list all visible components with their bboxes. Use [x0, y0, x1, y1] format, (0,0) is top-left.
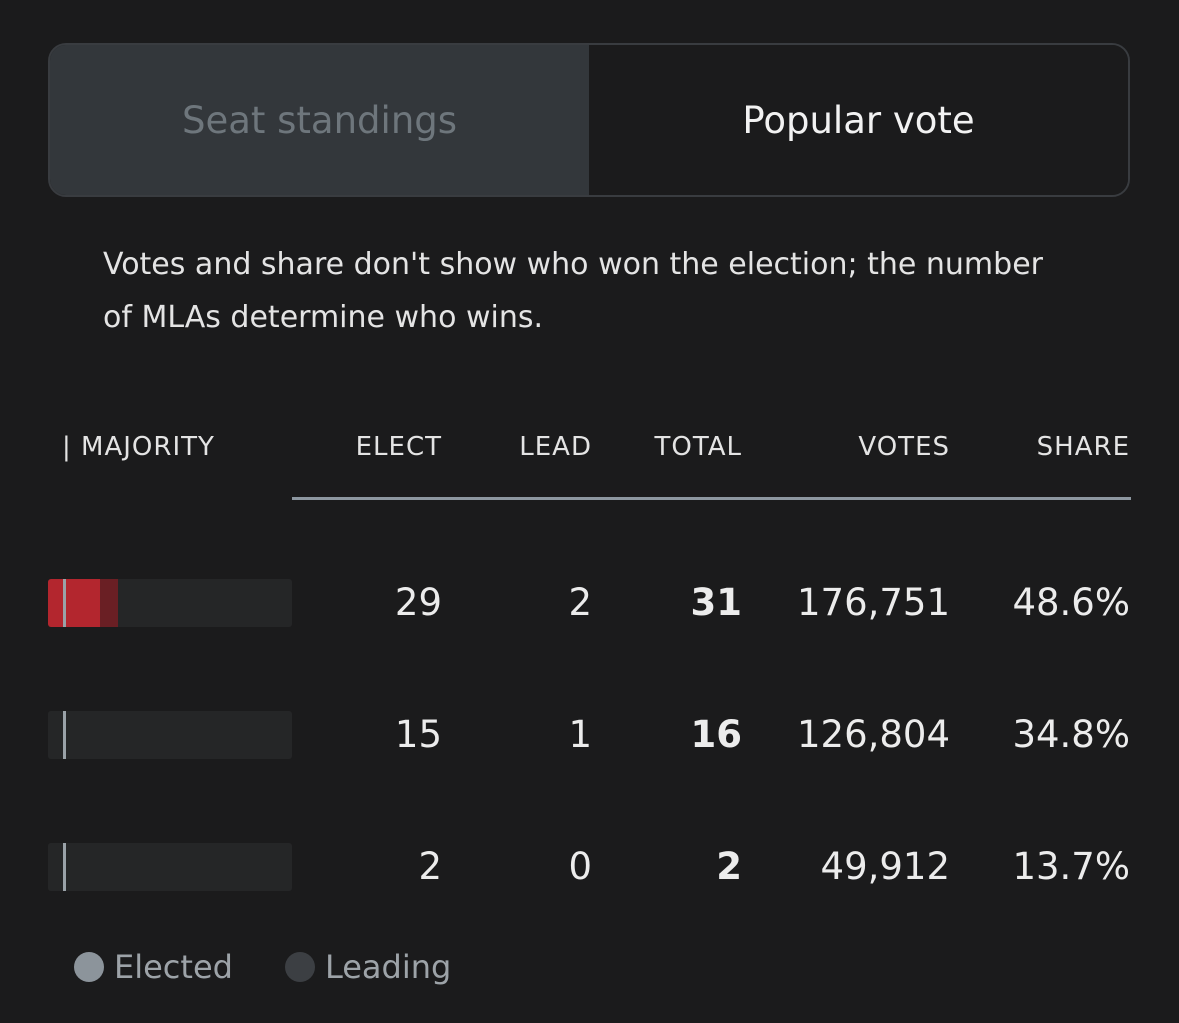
majority-marker	[63, 711, 66, 759]
majority-marker	[63, 579, 66, 627]
column-header-elect: ELECT	[355, 432, 442, 462]
leading-dot-icon	[284, 952, 315, 982]
view-tabs: Seat standings Popular vote	[48, 43, 1130, 197]
legend: Elected Leading	[74, 948, 503, 986]
tab-seat-standings[interactable]: Seat standings	[50, 45, 589, 195]
leading-segment	[100, 579, 118, 627]
lead-value: 0	[568, 845, 592, 888]
total-value: 31	[690, 581, 743, 624]
legend-elected: Elected	[74, 948, 233, 986]
legend-leading: Leading	[284, 948, 452, 986]
disclaimer-note: Votes and share don't show who won the e…	[103, 247, 1043, 335]
seat-bar	[48, 711, 292, 759]
elected-segment	[48, 711, 75, 759]
elect-value: 29	[394, 581, 442, 624]
legend-elected-label: Elected	[114, 948, 233, 986]
elected-segment	[48, 843, 52, 891]
lead-value: 1	[568, 713, 592, 756]
elected-segment	[48, 579, 100, 627]
total-value: 2	[716, 845, 742, 888]
elected-dot-icon	[74, 952, 104, 982]
seat-bar	[48, 579, 292, 627]
seat-bar	[48, 843, 292, 891]
leading-segment	[75, 711, 84, 759]
votes-value: 176,751	[796, 581, 950, 624]
legend-leading-label: Leading	[324, 948, 452, 986]
share-value: 48.6%	[1012, 581, 1130, 624]
column-header-share: SHARE	[1036, 432, 1130, 462]
table-row: 2 0 2 49,912 13.7%	[0, 837, 1179, 897]
majority-marker	[63, 843, 66, 891]
column-header-lead: LEAD	[519, 432, 592, 462]
lead-value: 2	[568, 581, 592, 624]
header-divider	[292, 497, 1131, 500]
votes-value: 126,804	[796, 713, 950, 756]
elect-value: 15	[394, 713, 442, 756]
votes-value: 49,912	[820, 845, 950, 888]
share-value: 34.8%	[1012, 713, 1130, 756]
share-value: 13.7%	[1012, 845, 1130, 888]
table-row: 29 2 31 176,751 48.6%	[0, 573, 1179, 633]
column-header-total: TOTAL	[654, 432, 742, 462]
elect-value: 2	[418, 845, 442, 888]
column-header-majority: | MAJORITY	[62, 432, 215, 462]
table-row: 15 1 16 126,804 34.8%	[0, 705, 1179, 765]
total-value: 16	[690, 713, 743, 756]
tab-popular-vote[interactable]: Popular vote	[589, 45, 1128, 195]
column-header-votes: VOTES	[858, 432, 950, 462]
